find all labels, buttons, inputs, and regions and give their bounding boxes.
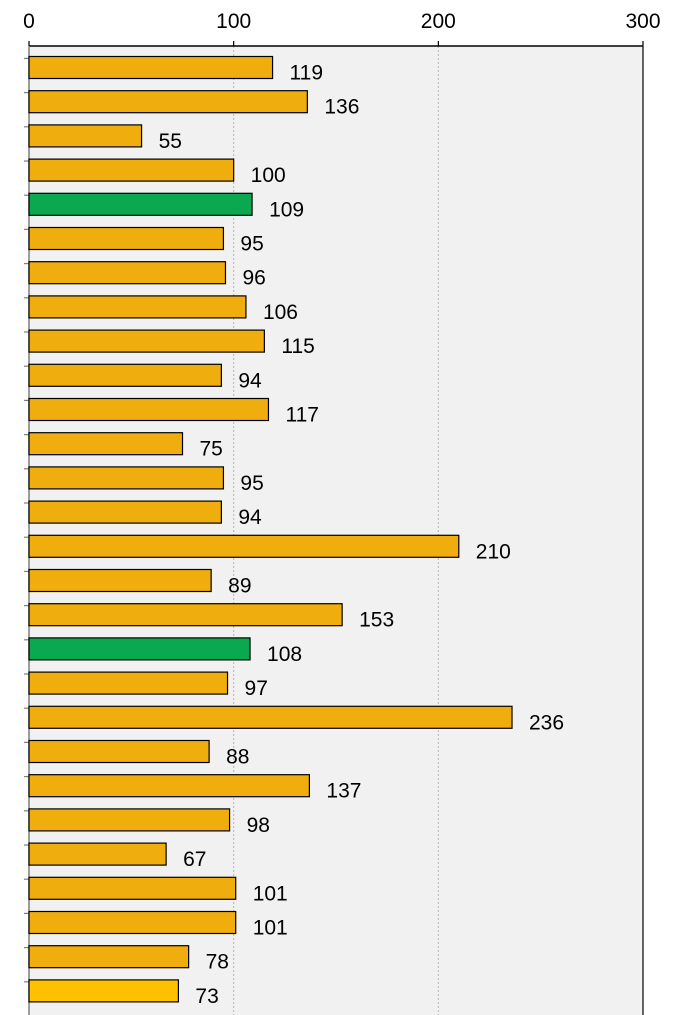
bar <box>28 534 460 558</box>
bar <box>28 261 227 285</box>
bar <box>28 774 310 798</box>
bar <box>28 329 265 353</box>
bar <box>28 124 143 148</box>
bar <box>28 397 270 422</box>
bar <box>28 295 247 319</box>
bar <box>28 568 212 593</box>
value-label: 136 <box>324 96 359 119</box>
value-label: 88 <box>226 746 249 769</box>
value-label: 67 <box>183 848 206 871</box>
bar <box>28 945 190 969</box>
value-label: 137 <box>326 780 361 803</box>
value-label: 95 <box>240 233 263 256</box>
x-tick-label: 0 <box>23 10 35 33</box>
bar <box>28 432 184 456</box>
bar <box>28 500 222 524</box>
x-tick-label: 200 <box>421 10 456 33</box>
x-tick-label: 300 <box>625 10 660 33</box>
y-axis <box>24 46 30 1015</box>
bar <box>28 90 308 114</box>
value-label: 153 <box>359 609 394 632</box>
bar <box>28 808 231 832</box>
value-label: 98 <box>247 814 270 837</box>
plot-area <box>29 46 643 1015</box>
value-label: 108 <box>267 643 302 666</box>
bars <box>28 55 513 1003</box>
value-label: 94 <box>238 506 262 529</box>
value-label: 75 <box>200 438 223 461</box>
value-label: 115 <box>281 335 314 358</box>
bar <box>28 910 237 935</box>
bar <box>28 158 235 182</box>
x-tick-label: 100 <box>216 10 251 33</box>
bar <box>28 637 251 661</box>
value-label: 94 <box>238 369 262 392</box>
bar <box>28 671 229 695</box>
value-label: 109 <box>269 198 304 221</box>
value-label: 78 <box>206 951 229 974</box>
bar <box>28 979 180 1003</box>
value-label: 101 <box>253 882 288 905</box>
value-label: 106 <box>263 301 298 324</box>
bar <box>28 705 513 729</box>
value-label: 117 <box>285 404 318 427</box>
value-label: 89 <box>228 575 251 598</box>
bar <box>28 876 237 900</box>
x-axis: 0 100 200 300 <box>23 10 661 47</box>
value-label: 210 <box>476 540 511 563</box>
value-label: 101 <box>253 917 288 940</box>
value-label: 96 <box>242 267 265 290</box>
value-label: 97 <box>245 677 268 700</box>
value-label: 100 <box>251 164 286 187</box>
value-label: 119 <box>290 62 323 85</box>
value-label: 236 <box>529 711 564 734</box>
bar <box>28 192 253 216</box>
bar <box>28 466 225 490</box>
value-label: 95 <box>240 472 263 495</box>
value-label: 73 <box>195 985 218 1008</box>
bar <box>28 739 210 764</box>
bar <box>28 603 343 627</box>
value-label: 55 <box>159 130 182 153</box>
bar <box>28 842 167 866</box>
bar <box>28 363 222 387</box>
bar <box>28 226 225 251</box>
bar <box>28 55 274 80</box>
